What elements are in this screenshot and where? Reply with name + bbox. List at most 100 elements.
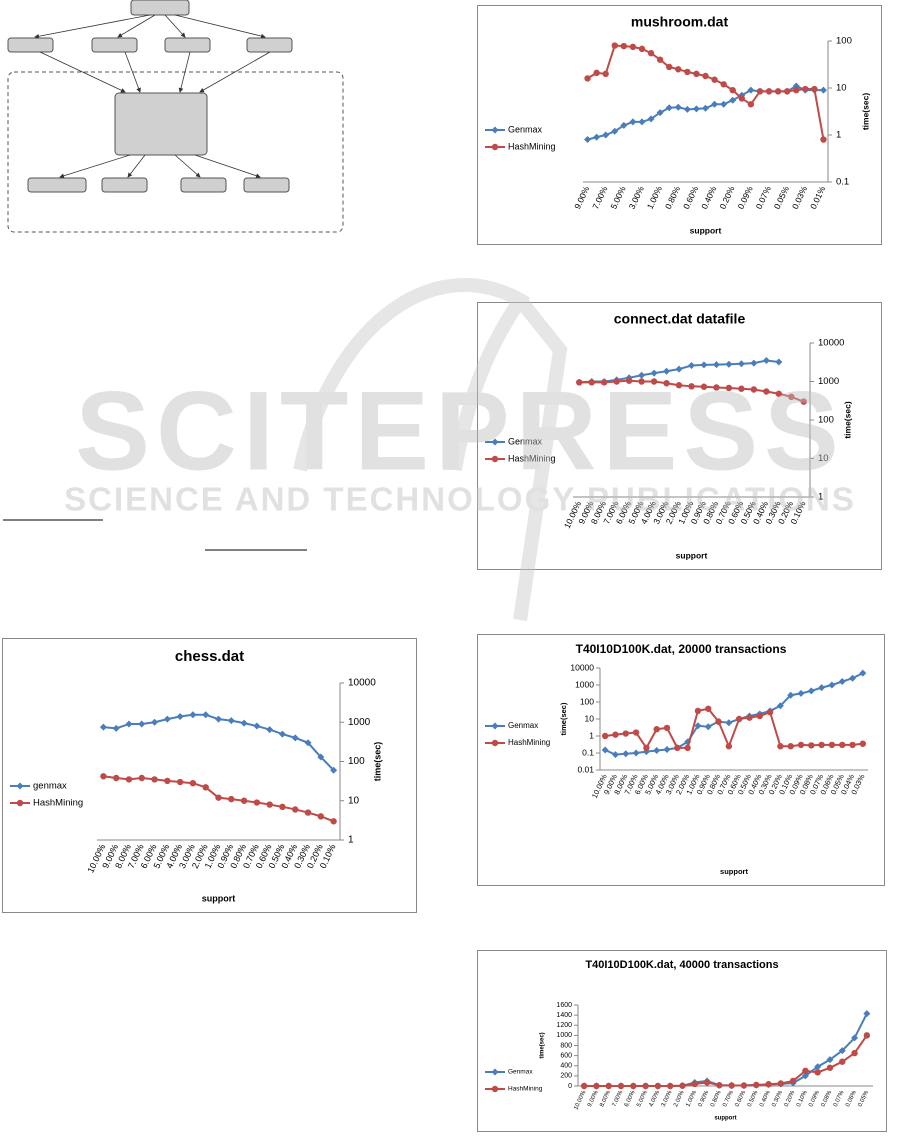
data-point xyxy=(654,1082,662,1090)
data-point xyxy=(738,385,745,392)
charts: mushroom.dat0.11101009.00%7.00%5.00%3.00… xyxy=(2,5,887,1132)
y-tick-label: 100 xyxy=(818,415,834,426)
arrow xyxy=(124,51,141,93)
watermark: SCITEPRESS SCIENCE AND TECHNOLOGY PUBLIC… xyxy=(64,278,854,622)
data-point xyxy=(811,85,818,93)
y-tick-label: 10000 xyxy=(818,338,844,349)
data-point xyxy=(620,121,628,129)
arrow xyxy=(174,14,266,39)
chart: mushroom.dat0.11101009.00%7.00%5.00%3.00… xyxy=(477,5,882,245)
data-point xyxy=(720,81,727,88)
data-point xyxy=(189,711,197,719)
data-point xyxy=(630,1082,637,1090)
arrow xyxy=(34,14,151,39)
data-point xyxy=(802,1067,809,1075)
arrow xyxy=(164,14,186,38)
data-point xyxy=(851,1049,858,1057)
data-point xyxy=(765,88,773,95)
arrow xyxy=(117,14,156,38)
diagram-box xyxy=(180,177,227,193)
data-point xyxy=(215,715,222,723)
data-point xyxy=(700,361,708,369)
data-point xyxy=(240,797,248,804)
data-point xyxy=(863,1010,871,1018)
y-tick-label: 600 xyxy=(560,1052,572,1059)
y-axis-label: time(sec) xyxy=(860,93,870,130)
legend-label: HashMining xyxy=(508,738,550,747)
legend-marker xyxy=(16,799,24,807)
data-point xyxy=(278,730,286,738)
data-point xyxy=(700,383,708,390)
data-point xyxy=(702,72,709,80)
diagram-box xyxy=(7,37,54,53)
diagram-group xyxy=(7,71,344,233)
x-axis-label: support xyxy=(676,550,708,560)
data-point xyxy=(611,127,619,135)
data-point xyxy=(814,1063,822,1071)
data-point xyxy=(176,713,184,721)
data-point xyxy=(602,70,609,78)
diagram-box xyxy=(164,37,211,53)
y-tick-label: 1600 xyxy=(556,1002,572,1009)
data-point xyxy=(291,734,299,742)
data-point xyxy=(663,724,671,732)
data-point xyxy=(638,371,646,379)
data-point xyxy=(774,88,782,95)
data-point xyxy=(756,712,763,720)
data-point xyxy=(629,43,637,51)
data-point xyxy=(643,744,650,752)
data-point xyxy=(787,743,794,750)
data-point xyxy=(601,732,609,740)
data-point xyxy=(826,1056,834,1064)
data-point xyxy=(775,358,783,366)
watermark-logo xyxy=(293,278,568,622)
legend-marker xyxy=(491,143,499,151)
data-point xyxy=(711,76,718,83)
data-point xyxy=(828,741,836,749)
data-point xyxy=(703,1079,711,1086)
y-tick-label: 1000 xyxy=(348,717,371,728)
data-point xyxy=(638,118,646,126)
data-point xyxy=(112,724,120,732)
y-tick-label: 1 xyxy=(836,130,841,141)
y-axis-label: time(sec) xyxy=(372,742,382,782)
data-point xyxy=(765,1081,772,1088)
data-point xyxy=(663,746,671,754)
data-point xyxy=(814,1069,821,1076)
data-point xyxy=(859,669,867,677)
data-point xyxy=(725,360,733,368)
data-point xyxy=(725,743,733,750)
y-tick-label: 1 xyxy=(348,835,354,846)
data-point xyxy=(228,795,235,803)
data-point xyxy=(647,50,655,57)
data-point xyxy=(600,379,608,386)
x-axis-label: support xyxy=(202,893,236,903)
data-point xyxy=(777,1080,785,1087)
data-point xyxy=(675,66,682,73)
data-point xyxy=(838,678,846,686)
diagram-box xyxy=(243,177,290,193)
data-point xyxy=(675,382,683,389)
data-point xyxy=(849,741,856,749)
data-point xyxy=(679,1082,686,1089)
data-point xyxy=(826,1064,834,1071)
x-axis-label: support xyxy=(714,1116,736,1122)
data-point xyxy=(625,377,633,384)
legend-marker xyxy=(491,438,499,446)
data-point xyxy=(712,361,720,369)
data-point xyxy=(746,714,753,721)
data-point xyxy=(593,1082,600,1090)
y-tick-label: 100 xyxy=(348,756,365,767)
data-point xyxy=(176,778,184,786)
y-tick-label: 10 xyxy=(818,453,829,464)
data-point xyxy=(99,723,107,731)
data-point xyxy=(716,1082,723,1089)
data-point xyxy=(611,751,619,759)
legend-marker xyxy=(491,739,499,747)
data-point xyxy=(688,383,695,390)
diagram-box xyxy=(114,92,208,156)
y-tick-label: 0 xyxy=(568,1083,572,1090)
data-point xyxy=(266,726,274,734)
legend-marker xyxy=(491,1068,499,1076)
data-point xyxy=(738,95,745,102)
